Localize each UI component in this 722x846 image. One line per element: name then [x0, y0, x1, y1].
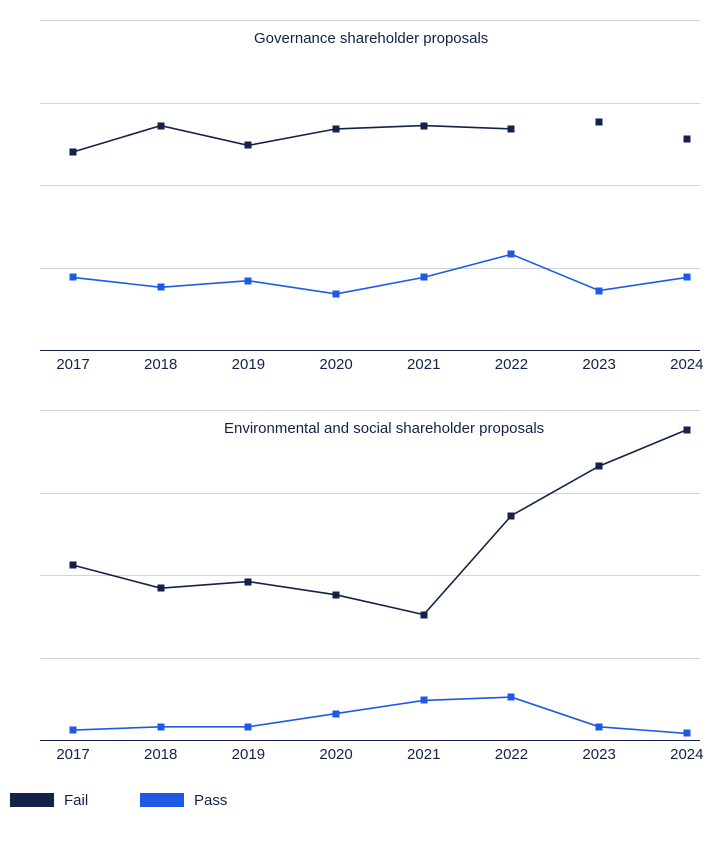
- x-axis-label: 2019: [232, 746, 265, 763]
- legend-item: Pass: [140, 790, 227, 810]
- pass-marker: [245, 277, 252, 284]
- fail-marker: [70, 149, 77, 156]
- legend-label: Fail: [64, 792, 88, 809]
- x-axis-label: 2022: [495, 746, 528, 763]
- x-axis-label: 2021: [407, 746, 440, 763]
- governance-chart: Governance shareholder proposals 2017201…: [40, 20, 700, 380]
- fail-marker: [157, 122, 164, 129]
- governance-plot: Governance shareholder proposals: [40, 20, 700, 350]
- fail-marker: [333, 591, 340, 598]
- x-axis-label: 2017: [56, 356, 89, 373]
- x-axis-label: 2020: [319, 746, 352, 763]
- pass-marker: [333, 710, 340, 717]
- legend-swatch: [10, 793, 54, 807]
- es-x-axis: 2017 2018 2019 2020 2021 2022 2023 2024: [40, 746, 700, 770]
- es-title: Environmental and social shareholder pro…: [210, 414, 558, 443]
- pass-marker: [683, 274, 690, 281]
- fail-marker: [508, 125, 515, 132]
- x-axis-label: 2023: [582, 746, 615, 763]
- pass-marker: [508, 694, 515, 701]
- x-axis-label: 2018: [144, 356, 177, 373]
- es-chart: Environmental and social shareholder pro…: [40, 410, 700, 770]
- fail-marker: [245, 578, 252, 585]
- pass-marker: [596, 287, 603, 294]
- pass-marker: [70, 274, 77, 281]
- legend: Fail Pass: [0, 790, 722, 830]
- fail-marker: [683, 426, 690, 433]
- fail-marker: [596, 119, 603, 126]
- page: Governance shareholder proposals 2017201…: [0, 0, 722, 846]
- legend-item: Fail: [10, 790, 88, 810]
- pass-marker: [333, 290, 340, 297]
- x-axis-label: 2017: [56, 746, 89, 763]
- fail-marker: [157, 585, 164, 592]
- fail-marker: [70, 562, 77, 569]
- pass-marker: [157, 723, 164, 730]
- x-axis-label: 2024: [670, 746, 703, 763]
- pass-marker: [596, 723, 603, 730]
- legend-label: Pass: [194, 792, 227, 809]
- fail-marker: [420, 122, 427, 129]
- pass-marker: [508, 251, 515, 258]
- x-axis-label: 2022: [495, 356, 528, 373]
- es-plot: Environmental and social shareholder pro…: [40, 410, 700, 740]
- fail-marker: [596, 463, 603, 470]
- x-axis-label: 2019: [232, 356, 265, 373]
- baseline: [40, 740, 700, 741]
- pass-marker: [420, 697, 427, 704]
- x-axis-label: 2020: [319, 356, 352, 373]
- pass-marker: [245, 723, 252, 730]
- fail-line: [73, 430, 687, 615]
- fail-line: [73, 126, 687, 152]
- pass-marker: [420, 274, 427, 281]
- x-axis-label: 2024: [670, 356, 703, 373]
- fail-marker: [683, 135, 690, 142]
- x-axis-label: 2023: [582, 356, 615, 373]
- baseline: [40, 350, 700, 351]
- fail-marker: [245, 142, 252, 149]
- governance-title: Governance shareholder proposals: [240, 24, 502, 53]
- legend-swatch: [140, 793, 184, 807]
- governance-x-axis: 2017 2018 2019 2020 2021 2022 2023 2024: [40, 356, 700, 380]
- pass-marker: [70, 727, 77, 734]
- es-series-svg: [40, 410, 700, 740]
- pass-marker: [157, 284, 164, 291]
- fail-marker: [508, 512, 515, 519]
- governance-series-svg: [40, 20, 700, 350]
- fail-marker: [420, 611, 427, 618]
- x-axis-label: 2021: [407, 356, 440, 373]
- fail-marker: [333, 125, 340, 132]
- x-axis-label: 2018: [144, 746, 177, 763]
- pass-marker: [683, 730, 690, 737]
